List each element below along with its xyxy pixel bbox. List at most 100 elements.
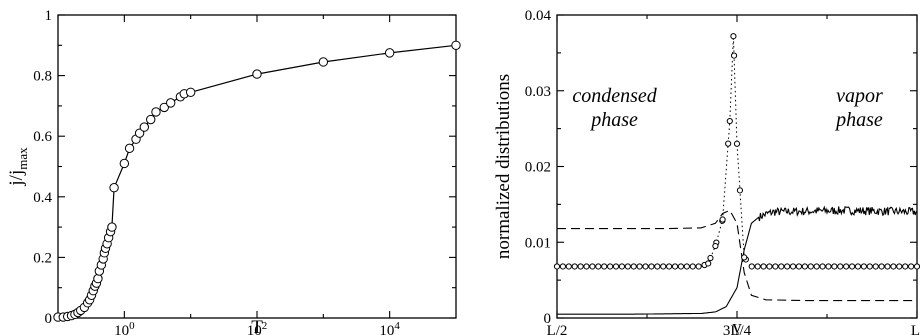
data-point	[712, 242, 719, 250]
data-point	[913, 263, 920, 270]
y-axis-label-main: j/j	[6, 170, 27, 187]
data-point	[878, 263, 885, 270]
data-point	[571, 263, 578, 270]
data-point	[872, 263, 879, 270]
data-point	[890, 263, 897, 270]
data-point	[107, 222, 117, 232]
data-point	[318, 57, 329, 67]
data-point	[559, 263, 567, 270]
data-point	[866, 263, 873, 270]
data-point	[683, 263, 690, 270]
data-point	[741, 254, 748, 261]
data-point	[165, 98, 176, 108]
data-point	[151, 107, 161, 117]
phase-annotation: phase	[834, 109, 883, 131]
data-point	[139, 122, 150, 132]
data-point	[695, 263, 702, 270]
data-point	[648, 263, 655, 270]
dotted-series-line	[557, 36, 917, 267]
data-point	[607, 263, 614, 270]
data-point	[660, 263, 667, 270]
x-tick-base: 10	[247, 323, 262, 335]
data-point	[252, 69, 262, 79]
data-point	[689, 263, 696, 270]
x-axis-label: y	[732, 317, 742, 335]
plot-frame	[556, 14, 918, 319]
data-point	[577, 263, 584, 270]
data-point	[654, 263, 661, 270]
y-tick-label: 1	[45, 8, 53, 24]
data-point	[813, 263, 820, 270]
x-tick-exp: 0	[129, 320, 135, 332]
data-point	[671, 263, 679, 270]
data-point	[754, 263, 761, 270]
plot-frame	[57, 14, 457, 319]
data-point	[807, 263, 814, 270]
data-point	[553, 263, 561, 270]
data-point	[589, 263, 596, 270]
data-point	[748, 263, 755, 270]
y-tick-label: 0.8	[33, 69, 52, 85]
data-point	[124, 143, 135, 154]
y-axis-label-sub: max	[15, 147, 30, 170]
data-point	[760, 263, 767, 270]
data-point	[837, 263, 844, 270]
data-point	[726, 117, 733, 125]
x-tick-label: 102	[247, 320, 268, 335]
phase-annotation: phase	[589, 109, 638, 131]
data-point	[725, 140, 732, 147]
data-point	[185, 87, 196, 97]
data-point	[843, 263, 850, 270]
data-point	[907, 263, 915, 270]
data-point	[733, 140, 741, 147]
x-tick-label: 100	[114, 320, 135, 335]
data-point	[730, 33, 737, 40]
data-point	[93, 273, 103, 284]
data-point	[778, 263, 785, 270]
data-point	[119, 158, 130, 169]
y-tick-label: 0	[45, 311, 53, 327]
phase-annotation: vapor	[836, 85, 883, 107]
data-point	[896, 263, 903, 270]
data-point	[601, 263, 608, 270]
y-tick-label: 0.4	[33, 190, 52, 206]
data-point	[109, 183, 119, 193]
data-point	[825, 263, 832, 270]
data-point	[784, 263, 791, 270]
phase-annotation: condensed	[572, 85, 657, 107]
data-point	[795, 263, 803, 270]
data-point	[384, 48, 395, 58]
data-point	[789, 263, 797, 270]
data-point	[860, 263, 867, 270]
data-point	[884, 263, 891, 270]
data-point	[642, 263, 649, 270]
y-tick-label: 0.03	[525, 84, 551, 100]
data-point	[848, 263, 856, 270]
y-axis-label: j/jmax	[6, 147, 30, 187]
data-point	[583, 263, 590, 270]
data-point	[636, 263, 643, 270]
right-chart: 0 0.01 0.02 0.03 0.04 L/2 3L/4 Ly normalized dis…	[493, 8, 920, 335]
series-line	[58, 44, 457, 318]
data-point	[565, 263, 572, 270]
data-point	[595, 263, 602, 270]
x-axis-label: T	[251, 317, 263, 335]
x-tick-exp: 2	[262, 320, 268, 332]
x-tick-exp: 4	[394, 320, 400, 332]
x-tick-label: 3L/4	[723, 323, 752, 335]
data-point	[612, 263, 620, 270]
y-tick-label: 0.2	[33, 250, 52, 266]
data-point	[902, 263, 909, 270]
y-tick-label: 0	[544, 311, 552, 327]
data-point	[766, 263, 773, 270]
y-tick-label: 0.6	[33, 129, 52, 145]
y-tick-label: 0.01	[525, 235, 551, 251]
dashed-series-line	[557, 209, 917, 302]
data-point	[134, 128, 145, 138]
solid-series-line	[557, 205, 918, 315]
x-tick-label: 104	[379, 320, 400, 335]
y-axis-label: normalized distributions	[493, 74, 514, 259]
x-tick-label: L	[911, 323, 920, 335]
